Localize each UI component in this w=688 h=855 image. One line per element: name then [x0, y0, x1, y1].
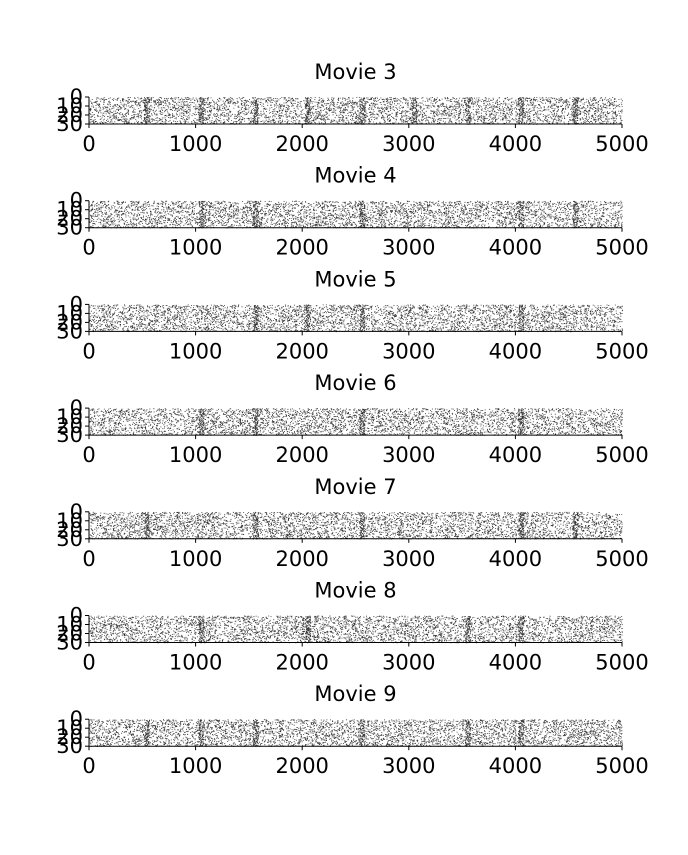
- x-tick-label: 4000: [489, 443, 542, 467]
- x-tick-label: 3000: [382, 236, 435, 260]
- x-tick-label: 2000: [275, 236, 328, 260]
- panel-title: Movie 7: [314, 475, 396, 499]
- x-tick-label: 1000: [169, 236, 222, 260]
- spike-dots: [89, 512, 623, 540]
- y-tick-label: 30: [56, 319, 83, 343]
- x-tick-label: 1000: [169, 132, 222, 156]
- x-tick-label: 1000: [169, 651, 222, 675]
- x-tick-label: 4000: [489, 651, 542, 675]
- x-tick-label: 4000: [489, 132, 542, 156]
- spike-dots: [89, 719, 623, 747]
- x-tick-label: 4000: [489, 236, 542, 260]
- x-tick-label: 1000: [169, 547, 222, 571]
- x-tick-label: 3000: [382, 443, 435, 467]
- x-tick-label: 2000: [275, 547, 328, 571]
- x-tick-label: 3000: [382, 132, 435, 156]
- panel-title: Movie 6: [314, 371, 396, 395]
- x-tick-label: 3000: [382, 547, 435, 571]
- x-tick-label: 2000: [275, 443, 328, 467]
- x-tick-label: 0: [82, 754, 95, 778]
- x-tick-label: 0: [82, 443, 95, 467]
- x-tick-label: 4000: [489, 547, 542, 571]
- y-tick-label: 30: [56, 216, 83, 240]
- x-tick-label: 5000: [595, 132, 648, 156]
- spike-dots: [89, 305, 623, 333]
- y-tick-label: 30: [56, 734, 83, 758]
- panel-title: Movie 8: [314, 579, 396, 603]
- x-tick-label: 2000: [275, 651, 328, 675]
- panel-title: Movie 3: [314, 60, 396, 84]
- x-tick-label: 1000: [169, 754, 222, 778]
- panel-title: Movie 9: [314, 682, 396, 706]
- y-tick-label: 30: [56, 527, 83, 551]
- x-tick-label: 5000: [595, 651, 648, 675]
- x-tick-label: 0: [82, 339, 95, 363]
- x-tick-label: 1000: [169, 339, 222, 363]
- x-tick-label: 3000: [382, 754, 435, 778]
- x-tick-label: 1000: [169, 443, 222, 467]
- y-tick-label: 30: [56, 631, 83, 655]
- x-tick-label: 5000: [595, 236, 648, 260]
- x-tick-label: 2000: [275, 339, 328, 363]
- spike-dots: [89, 97, 623, 125]
- x-tick-label: 0: [82, 132, 95, 156]
- spike-dots: [89, 201, 623, 229]
- spike-dots: [89, 616, 623, 644]
- x-tick-label: 5000: [595, 547, 648, 571]
- x-tick-label: 4000: [489, 754, 542, 778]
- x-tick-label: 4000: [489, 339, 542, 363]
- x-tick-label: 0: [82, 651, 95, 675]
- x-tick-label: 3000: [382, 651, 435, 675]
- x-tick-label: 2000: [275, 132, 328, 156]
- x-tick-label: 5000: [595, 754, 648, 778]
- panel-title: Movie 5: [314, 267, 396, 291]
- x-tick-label: 0: [82, 236, 95, 260]
- x-tick-label: 5000: [595, 339, 648, 363]
- panel-title: Movie 4: [314, 164, 396, 188]
- y-tick-label: 30: [56, 112, 83, 136]
- x-tick-label: 5000: [595, 443, 648, 467]
- spike-dots: [89, 408, 623, 436]
- x-tick-label: 2000: [275, 754, 328, 778]
- x-tick-label: 0: [82, 547, 95, 571]
- x-tick-label: 3000: [382, 339, 435, 363]
- y-tick-label: 30: [56, 423, 83, 447]
